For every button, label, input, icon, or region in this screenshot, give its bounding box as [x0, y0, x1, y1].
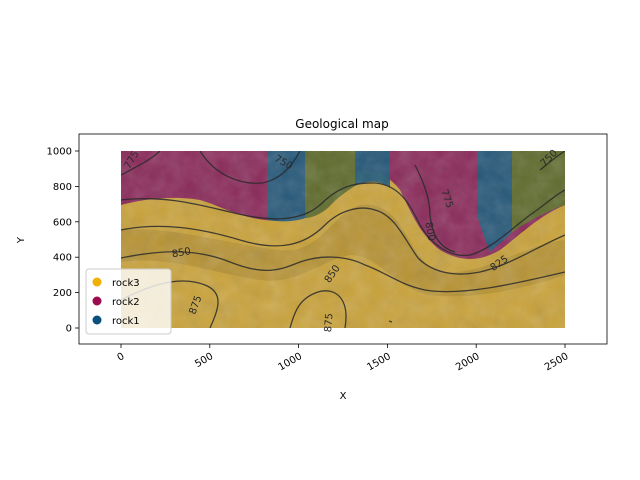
x-axis: 0 500 1000 1500 2000 2500 [115, 344, 570, 373]
legend-marker-rock3 [93, 278, 102, 287]
legend-marker-rock2 [93, 297, 102, 306]
x-tick-label: 0 [115, 351, 126, 364]
x-tick-label: 1000 [277, 351, 305, 373]
y-tick-label: 800 [53, 182, 72, 193]
x-tick-label: 2000 [454, 351, 482, 373]
y-axis: 0 200 400 600 800 1000 [47, 147, 79, 335]
x-tick-label: 500 [193, 351, 215, 370]
y-tick-label: 1000 [47, 147, 72, 158]
y-tick-label: 200 [53, 288, 72, 299]
y-tick-label: 400 [53, 253, 72, 264]
x-tick-label: 2500 [543, 351, 571, 373]
legend-label-rock1: rock1 [112, 316, 140, 327]
y-tick-label: 0 [66, 324, 72, 335]
x-axis-label: X [340, 391, 347, 402]
legend-label-rock2: rock2 [112, 297, 140, 308]
contour-label: 875 [323, 313, 336, 333]
y-tick-label: 600 [53, 217, 72, 228]
legend-marker-rock1 [93, 316, 102, 325]
y-axis-label: Y [16, 236, 27, 244]
legend-label-rock3: rock3 [112, 278, 140, 289]
legend: rock3 rock2 rock1 [86, 269, 171, 334]
chart-title: Geological map [295, 117, 388, 131]
map-area [121, 151, 565, 328]
x-tick-label: 1500 [365, 351, 393, 373]
